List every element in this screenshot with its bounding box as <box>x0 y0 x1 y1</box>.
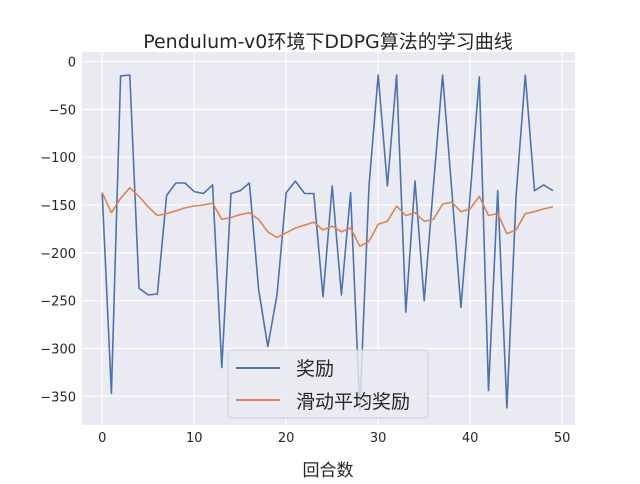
legend-label-reward: 奖励 <box>296 358 334 380</box>
x-tick-label: 0 <box>98 431 106 446</box>
y-tick-label: −50 <box>49 103 76 118</box>
y-tick-label: −100 <box>40 151 76 166</box>
reward-line <box>101 74 554 412</box>
y-tick-label: −200 <box>40 247 76 262</box>
y-tick-label: −150 <box>40 199 76 214</box>
x-tick-label: 10 <box>186 431 203 446</box>
x-tick-label: 40 <box>462 431 479 446</box>
x-tick-label: 50 <box>554 431 571 446</box>
x-tick-label: 30 <box>370 431 387 446</box>
tick-labels: 0 10 20 30 40 50 0 −50 −100 −150 −200 −250 −300 −350 <box>40 56 570 446</box>
y-tick-label: −300 <box>40 342 76 357</box>
y-tick-label: −350 <box>40 390 76 405</box>
legend-label-moving-average: 滑动平均奖励 <box>296 391 410 413</box>
x-tick-label: 20 <box>278 431 295 446</box>
chart-title: Pendulum-v0环境下DDPG算法的学习曲线 <box>143 31 513 53</box>
series-lines <box>101 74 554 412</box>
y-tick-label: 0 <box>68 56 76 71</box>
x-axis-label: 回合数 <box>303 461 354 480</box>
y-tick-label: −250 <box>40 295 76 310</box>
legend: 奖励 滑动平均奖励 <box>227 349 429 419</box>
moving-average-line <box>101 187 554 247</box>
